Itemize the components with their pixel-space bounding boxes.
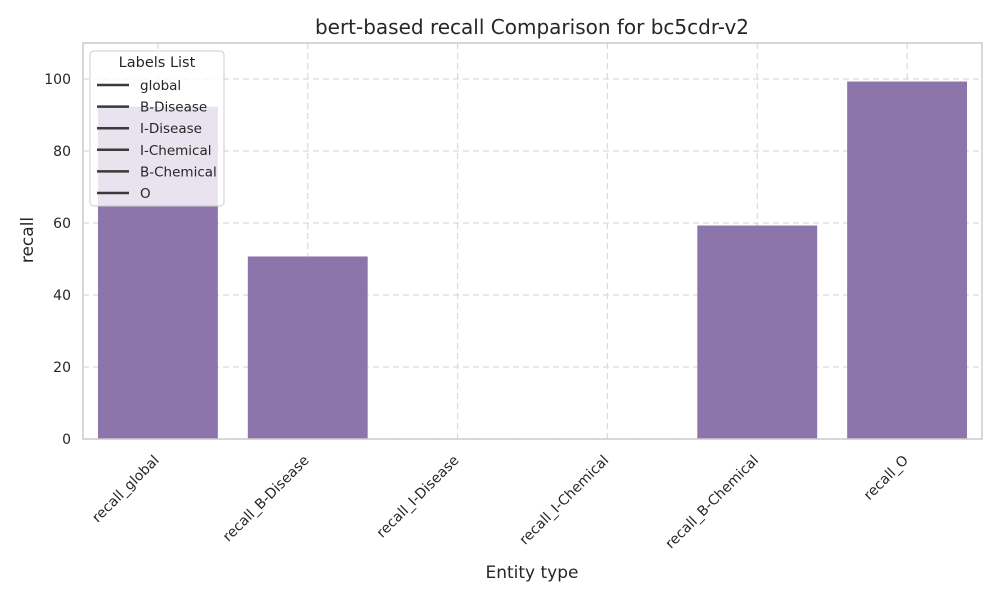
legend-title: Labels List: [119, 55, 196, 71]
x-tick-label: recall_B-Chemical: [663, 453, 763, 553]
y-tick-label: 60: [53, 216, 71, 232]
legend-label-I-Disease: I-Disease: [140, 121, 202, 137]
legend-label-I-Chemical: I-Chemical: [140, 143, 212, 159]
y-tick-label: 20: [53, 360, 71, 376]
x-tick-label: recall_O: [861, 453, 912, 504]
y-axis-title: recall: [18, 217, 38, 263]
y-tick-label: 100: [44, 72, 71, 88]
x-axis-title: Entity type: [485, 563, 578, 583]
y-tick-label: 40: [53, 288, 71, 304]
legend: Labels List global B-Disease I-Disease I-Che…: [89, 50, 225, 207]
bar-recall_B-Chemical: [697, 225, 818, 439]
x-tick-label: recall_global: [89, 453, 162, 526]
legend-label-global: global: [140, 78, 181, 94]
bars: [97, 81, 968, 440]
plot-frame: [82, 42, 983, 440]
legend-label-B-Disease: B-Disease: [140, 100, 207, 116]
chart-title: bert-based recall Comparison for bc5cdr-…: [315, 15, 749, 39]
x-tick-label: recall_B-Disease: [220, 453, 313, 546]
legend-label-B-Chemical: B-Chemical: [140, 164, 217, 180]
x-tick-label: recall_I-Chemical: [517, 453, 613, 549]
bar-recall_O: [847, 81, 968, 440]
bar-recall_B-Disease: [247, 256, 368, 439]
legend-box: [89, 50, 225, 207]
y-tick-label: 80: [53, 144, 71, 160]
legend-label-O: O: [140, 186, 151, 202]
y-tick-label: 0: [62, 432, 71, 448]
x-tick-label: recall_I-Disease: [374, 453, 463, 542]
